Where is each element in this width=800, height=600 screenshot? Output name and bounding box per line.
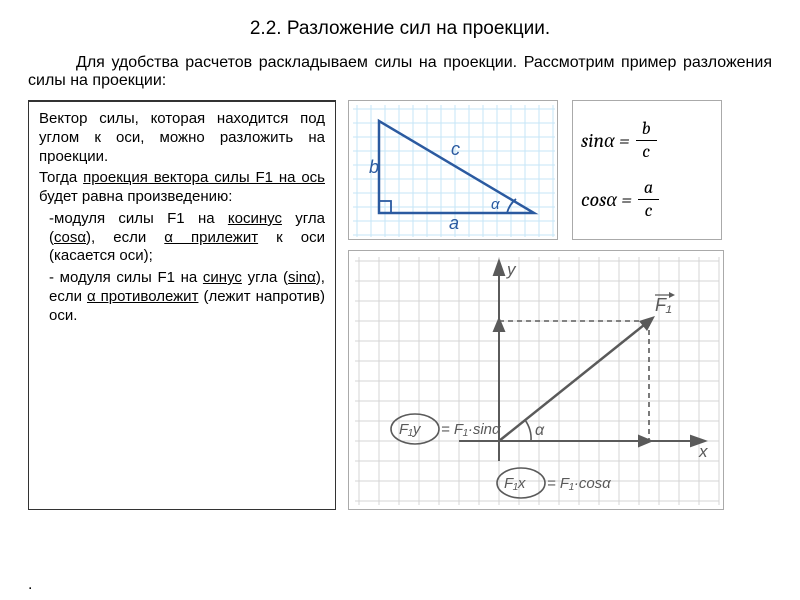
svg-text:= F₁·sinα: = F₁·sinα: [441, 421, 501, 438]
section-title: 2.2. Разложение сил на проекции.: [28, 18, 772, 40]
svg-text:F₁: F₁: [655, 295, 672, 315]
vector-diagram: y x F₁ α F₁y = F₁·sinα F₁x = F₁·cosα: [348, 250, 724, 510]
list-item-1: -модуля силы F1 на косинус угла (cosα), …: [39, 210, 325, 266]
para-2: Тогда проекция вектора силы F1 на ось бу…: [39, 169, 325, 207]
formula-sin: sinα = b c: [581, 120, 713, 161]
para-1: Вектор силы, которая находится под углом…: [39, 110, 325, 166]
svg-text:= F₁·cosα: = F₁·cosα: [547, 475, 611, 492]
svg-text:F₁x: F₁x: [504, 475, 526, 492]
svg-text:F₁y: F₁y: [399, 421, 422, 438]
triangle-diagram: b c a α: [348, 100, 558, 240]
svg-text:a: a: [449, 213, 459, 233]
svg-text:x: x: [698, 442, 708, 461]
intro-text: Для удобства расчетов раскладываем силы …: [28, 54, 772, 90]
formula-cos: cosα = a c: [581, 179, 713, 220]
svg-text:α: α: [535, 422, 545, 439]
svg-text:b: b: [369, 157, 379, 177]
svg-text:c: c: [451, 139, 460, 159]
svg-text:α: α: [491, 196, 500, 213]
list-item-2: - модуля силы F1 на синус угла (sinα), е…: [39, 269, 325, 325]
trig-formulas: sinα = b c cosα = a c: [572, 100, 722, 240]
svg-text:y: y: [506, 260, 517, 279]
footer-dot: .: [28, 576, 32, 594]
left-text-panel: Вектор силы, которая находится под углом…: [28, 100, 336, 510]
